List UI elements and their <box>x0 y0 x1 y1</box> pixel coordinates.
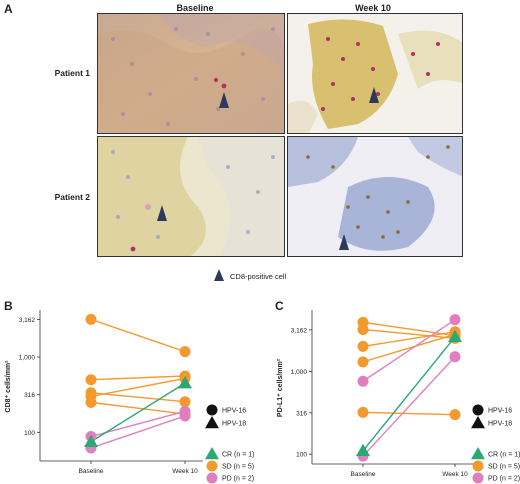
chart-b-data-point <box>84 434 98 447</box>
column-header-baseline: Baseline <box>176 3 214 13</box>
chart-c-legend-response-label: PD (n = 2) <box>488 476 520 483</box>
chart-b-legend-shape-circle-icon <box>206 404 218 416</box>
chart-c-x-tick-label: Week 10 <box>442 471 468 478</box>
chart-c-series-line <box>362 333 456 363</box>
chart-c-x-tick-label: Baseline <box>351 471 376 478</box>
chart-b-series-line <box>90 377 186 398</box>
chart-c-data-point <box>449 351 461 363</box>
micrograph-patient2-week10 <box>287 136 463 257</box>
panel-c-letter: C <box>275 299 284 313</box>
chart-b-x-tick-label: Baseline <box>79 468 104 475</box>
chart-b-data-point <box>85 313 97 325</box>
marker-caption: CD8-positive cell <box>230 272 287 281</box>
chart-b-legend-response-label: CR (n = 1) <box>222 452 254 459</box>
chart-c-data-point <box>448 329 462 343</box>
chart-c-legend-response-icon <box>472 460 484 472</box>
chart-c: 100 316 1,000 3,162 PD-L1⁺ cells/mm² Baseline… <box>277 310 520 484</box>
chart-b-x-tick-label: Week 10 <box>172 468 198 475</box>
row-header-patient2: Patient 2 <box>54 192 90 202</box>
chart-b-data-point <box>85 374 97 386</box>
chart-c-y-tick-label: 100 <box>296 452 307 459</box>
chart-c-data-point <box>449 409 461 421</box>
chart-b-y-tick-label: 3,162 <box>19 317 36 324</box>
column-header-week10: Week 10 <box>355 3 391 13</box>
chart-b-legend-response-label: PD (n = 2) <box>222 476 254 483</box>
chart-c-legend-shape-label: HPV-16 <box>488 408 512 415</box>
chart-c-legend-response-label: CR (n = 1) <box>488 452 520 459</box>
chart-c-data-point <box>449 314 461 326</box>
marker-triangle-icon <box>219 92 229 108</box>
chart-b-legend-shape-label: HPV-18 <box>222 421 246 428</box>
chart-c-series-line <box>362 411 456 416</box>
chart-c-y-tick-label: 1,000 <box>291 369 308 376</box>
chart-b-legend-response-label: SD (n = 5) <box>222 464 254 471</box>
chart-b-data-point <box>179 410 191 422</box>
chart-b-data-point <box>179 396 191 408</box>
chart-c-series-line <box>362 331 456 348</box>
chart-b-series-line <box>90 375 186 381</box>
panel-a-letter: A <box>4 2 13 16</box>
chart-b-series-line <box>90 382 186 443</box>
micrograph-patient2-baseline <box>97 136 285 257</box>
chart-c-data-point <box>357 375 369 387</box>
legend-marker-triangle-icon <box>214 269 224 281</box>
chart-b-y-axis-label: CD8⁺ cells/mm² <box>5 360 12 413</box>
micrograph-patient1-week10 <box>287 13 463 134</box>
chart-c-legend-response-icon <box>471 447 485 460</box>
chart-b-data-point <box>178 376 192 389</box>
chart-b-legend-response-icon <box>206 460 218 472</box>
chart-c-data-point <box>357 323 369 335</box>
chart-c-legend-response-icon <box>472 472 484 484</box>
chart-c-series-line <box>362 319 456 382</box>
chart-b-y-tick-label: 1,000 <box>19 355 36 362</box>
chart-c-legend-response-label: SD (n = 5) <box>488 464 520 471</box>
chart-c-y-tick-label: 3,162 <box>291 327 308 334</box>
chart-c-data-point <box>357 340 369 352</box>
chart-c-legend-shape-triangle-icon <box>471 416 485 429</box>
chart-c-series-line <box>362 356 456 457</box>
chart-c-data-point <box>357 406 369 418</box>
chart-b-y-tick-label: 100 <box>24 430 35 437</box>
chart-b-series-line <box>90 415 186 449</box>
chart-c-data-point <box>356 443 370 457</box>
chart-b-data-point <box>85 396 97 408</box>
chart-c-series-line <box>362 328 456 340</box>
chart-b-legend-shape-triangle-icon <box>205 416 219 429</box>
chart-b-y-tick-label: 316 <box>24 392 35 399</box>
panel-b-letter: B <box>4 299 13 313</box>
chart-b-series-line <box>90 392 186 403</box>
micrograph-patient1-baseline <box>97 13 285 134</box>
chart-c-series-line <box>362 321 456 337</box>
chart-b-legend-response-icon <box>206 472 218 484</box>
chart-c-legend-shape-circle-icon <box>472 404 484 416</box>
row-header-patient1: Patient 1 <box>54 68 90 78</box>
marker-triangle-icon <box>339 234 349 250</box>
chart-b-data-point <box>179 346 191 358</box>
chart-c-legend-shape-label: HPV-18 <box>488 421 512 428</box>
chart-b: 100 316 1,000 3,162 CD8⁺ cells/mm² Baseline We… <box>5 310 254 484</box>
chart-c-y-tick-label: 316 <box>296 410 307 417</box>
chart-c-data-point <box>357 356 369 368</box>
chart-c-series-line <box>362 336 456 452</box>
chart-b-series-line <box>90 401 186 415</box>
chart-b-legend-response-icon <box>205 447 219 460</box>
marker-triangle-icon <box>369 87 379 103</box>
chart-b-series-line <box>90 318 186 353</box>
marker-triangle-icon <box>157 205 167 221</box>
chart-b-legend-shape-label: HPV-16 <box>222 408 246 415</box>
chart-c-y-axis-label: PD-L1⁺ cells/mm² <box>277 358 284 417</box>
